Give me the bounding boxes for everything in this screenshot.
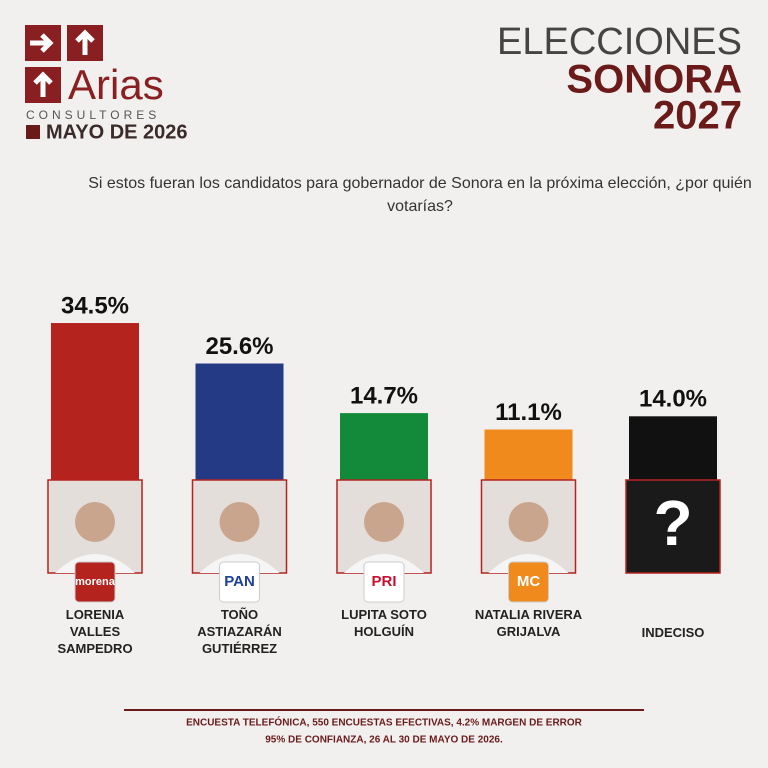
party-logo [74, 561, 116, 603]
party-name: PAN [224, 573, 255, 590]
date-square [26, 125, 40, 139]
party-name: MC [517, 573, 540, 590]
bar [195, 363, 284, 480]
logo-arrow [30, 33, 54, 53]
footer: ENCUESTA TELEFÓNICA, 550 ENCUESTAS EFECT… [186, 716, 583, 729]
brand-sub: CONSULTORES [26, 108, 160, 122]
value-label: 11.1% [495, 399, 562, 426]
value-label: 14.7% [350, 382, 418, 409]
value-label: 34.5% [61, 292, 129, 319]
party-logo [363, 561, 405, 603]
bar [340, 413, 428, 480]
photo-head [364, 502, 404, 542]
bar [51, 323, 139, 480]
category-label: NATALIA RIVERA GRIJALVA [474, 607, 583, 639]
question: Si estos fueran los candidatos para gobe… [88, 175, 752, 215]
category-label: LORENIA VALLES SAMPEDRO [57, 607, 133, 656]
date: MAYO DE 2026 [46, 121, 188, 143]
logo-arrow [75, 29, 95, 55]
logo-arrow [33, 71, 53, 97]
title-2: SONORA [566, 58, 742, 102]
photo-head [75, 502, 115, 542]
title-1: ELECCIONES [497, 21, 742, 63]
party-name: morena [75, 576, 116, 588]
photo-head [508, 502, 549, 542]
party-name: PRI [371, 573, 396, 590]
photo-head [219, 502, 260, 542]
value-label: 25.6% [205, 333, 273, 360]
value-label: 14.0% [639, 386, 707, 413]
party-logo [508, 561, 549, 603]
bar [484, 429, 573, 480]
category-label: TOÑO ASTIAZARÁN GUTIÉRREZ [197, 607, 282, 656]
category-label: INDECISO [641, 625, 705, 640]
party-logo [219, 561, 260, 603]
category-label: LUPITA SOTO HOLGUÍN [341, 607, 427, 639]
unknown-mark: ? [653, 487, 692, 559]
photo [625, 479, 721, 574]
footer: 95% DE CONFIANZA, 26 AL 30 DE MAYO DE 20… [265, 735, 503, 746]
brand: Arias [68, 61, 164, 108]
bar [629, 416, 717, 480]
title-3: 2027 [653, 94, 742, 138]
